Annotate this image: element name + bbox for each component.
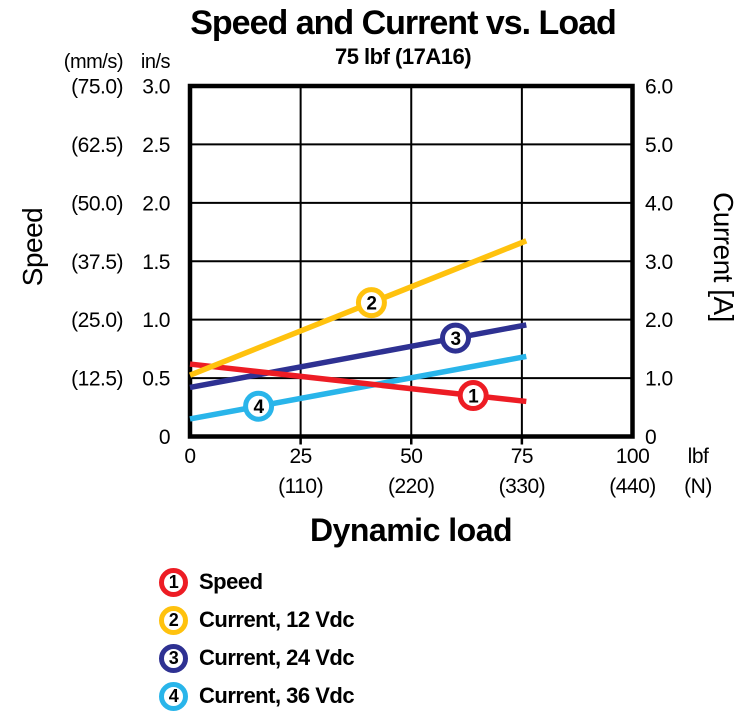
left-axis-unit-mm-s: (mm/s) bbox=[64, 51, 123, 73]
y-right-tick: 3.0 bbox=[645, 251, 673, 274]
y-left-tick-in-s: 3.0 bbox=[142, 76, 170, 99]
y-left-tick-in-s: 0 bbox=[159, 426, 170, 449]
y-left-tick-mm-s: (12.5) bbox=[71, 368, 123, 391]
marker-number-2: 2 bbox=[366, 294, 376, 315]
chart-subtitle: 75 lbf (17A16) bbox=[334, 44, 472, 69]
marker-circle-1 bbox=[457, 380, 489, 412]
marker-circle-3 bbox=[440, 322, 471, 354]
x-tick-n: (330) bbox=[499, 475, 546, 498]
marker-number-4: 4 bbox=[254, 397, 265, 418]
right-axis-title: Current [A] bbox=[708, 192, 739, 322]
x-tick-lbf: 0 bbox=[184, 445, 195, 468]
marker-number-1: 1 bbox=[468, 387, 479, 408]
legend-item-3: 3 Current, 24 Vdc bbox=[159, 639, 355, 677]
y-left-tick-mm-s: (75.0) bbox=[71, 76, 123, 99]
legend: 1 Speed 2 Current, 12 Vdc 3 Current, 24 Vdc 4 C… bbox=[159, 563, 355, 715]
plot-frame bbox=[187, 83, 635, 439]
marker-circle-2 bbox=[355, 287, 387, 319]
y-left-tick-in-s: 1.5 bbox=[142, 251, 170, 274]
y-left-tick-in-s: 2.0 bbox=[142, 192, 170, 215]
y-right-tick: 0 bbox=[645, 426, 656, 449]
y-right-tick: 4.0 bbox=[645, 192, 673, 215]
legend-item-4: 4 Current, 36 Vdc bbox=[159, 677, 355, 715]
chart-title: Speed and Current vs. Load bbox=[190, 4, 617, 42]
x-tick-n: (440) bbox=[609, 475, 656, 498]
y-left-tick-in-s: 1.0 bbox=[142, 309, 170, 332]
grid-layer bbox=[187, 83, 635, 445]
marker-number-3: 3 bbox=[450, 329, 460, 350]
x-axis-title: Dynamic load bbox=[310, 512, 512, 548]
marker-layer: 1 2 3 4 bbox=[243, 287, 489, 422]
left-axis-title: Speed bbox=[17, 208, 48, 286]
marker-circle-4 bbox=[243, 390, 275, 422]
x-tick-lbf: 50 bbox=[400, 445, 422, 468]
legend-label-2: Current, 12 Vdc bbox=[199, 607, 355, 632]
y-left-tick-in-s: 2.5 bbox=[142, 134, 170, 157]
x-tick-lbf: 25 bbox=[289, 445, 311, 468]
y-right-tick: 1.0 bbox=[645, 368, 673, 391]
x-tick-lbf: 100 bbox=[616, 445, 650, 468]
x-tick-n: (220) bbox=[388, 475, 435, 498]
y-right-tick: 6.0 bbox=[645, 76, 673, 99]
y-left-tick-in-s: 0.5 bbox=[142, 368, 170, 391]
legend-item-1: 1 Speed bbox=[159, 563, 354, 601]
legend-circle-3: 3 bbox=[159, 643, 188, 673]
legend-item-2: 2 Current, 12 Vdc bbox=[159, 601, 355, 639]
y-left-tick-mm-s: (50.0) bbox=[71, 192, 123, 215]
x-tick-lbf: 75 bbox=[511, 445, 533, 468]
x-axis-unit-lbf: lbf bbox=[688, 445, 709, 468]
y-left-tick-mm-s: (62.5) bbox=[71, 134, 123, 157]
legend-circle-2: 2 bbox=[159, 605, 188, 635]
legend-label-3: Current, 24 Vdc bbox=[199, 645, 355, 670]
x-tick-n: (110) bbox=[278, 475, 323, 498]
y-left-tick-mm-s: (25.0) bbox=[71, 309, 123, 332]
legend-label-1: Speed bbox=[199, 569, 263, 594]
y-right-tick: 2.0 bbox=[645, 309, 673, 332]
tick-label-layer: 3.0 2.5 2.0 1.5 1.0 0.5 0 (75.0) (62.5) (50.0) (37… bbox=[71, 76, 673, 499]
legend-circle-4: 4 bbox=[159, 681, 188, 711]
legend-label-4: Current, 36 Vdc bbox=[199, 683, 355, 708]
left-axis-unit-in-s: in/s bbox=[141, 51, 171, 73]
y-right-tick: 5.0 bbox=[645, 134, 673, 157]
x-axis-unit-n: (N) bbox=[684, 475, 712, 498]
y-left-tick-mm-s: (37.5) bbox=[71, 251, 123, 274]
legend-circle-1: 1 bbox=[159, 567, 188, 597]
